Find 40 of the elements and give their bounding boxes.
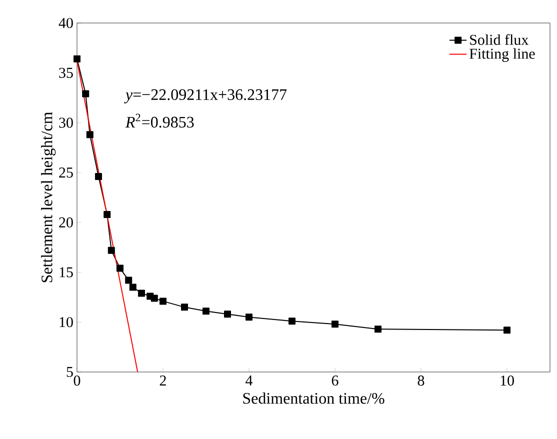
point xyxy=(160,298,167,305)
legend-label: Fitting line xyxy=(470,48,535,62)
point xyxy=(224,310,232,318)
point xyxy=(74,55,81,62)
y-tick-label: 35 xyxy=(59,68,73,78)
x-tick-label: 0 xyxy=(74,376,80,386)
y-tick-label: 25 xyxy=(59,168,73,178)
point xyxy=(503,326,510,334)
point xyxy=(108,246,115,254)
y-tick-label: 5 xyxy=(66,367,73,377)
x-tick-label: 2 xyxy=(160,376,166,386)
x-tick-label: 8 xyxy=(418,376,424,386)
point xyxy=(86,131,94,138)
y-axis-title: Settlement level height/cm xyxy=(41,112,56,282)
point xyxy=(374,326,382,333)
y-tick-label: 15 xyxy=(60,267,73,278)
x-tick-label: 6 xyxy=(332,376,338,386)
point xyxy=(150,294,158,302)
point xyxy=(116,264,124,272)
point xyxy=(202,308,210,315)
legend-label: Solid flux xyxy=(470,34,528,45)
point xyxy=(246,314,252,321)
y-tick-label: 30 xyxy=(59,118,73,128)
y-tick-label: 10 xyxy=(60,317,73,328)
point xyxy=(95,173,102,180)
point xyxy=(82,90,90,98)
x-axis-title: Sedimentation time/% xyxy=(243,392,384,404)
point xyxy=(138,290,146,297)
point xyxy=(104,210,111,218)
point xyxy=(288,318,296,325)
point xyxy=(332,320,338,328)
annotation: R$^{2}$=0.9853 xyxy=(125,114,194,128)
point xyxy=(129,284,136,291)
annotation: y=−22.09211x+36.23177 xyxy=(124,89,287,104)
point xyxy=(125,276,132,284)
y-tick-label: 20 xyxy=(59,217,73,228)
x-tick-label: 4 xyxy=(246,376,253,386)
x-tick-label: 10 xyxy=(500,376,514,386)
point xyxy=(181,304,188,311)
y-tick-label: 40 xyxy=(58,18,73,28)
